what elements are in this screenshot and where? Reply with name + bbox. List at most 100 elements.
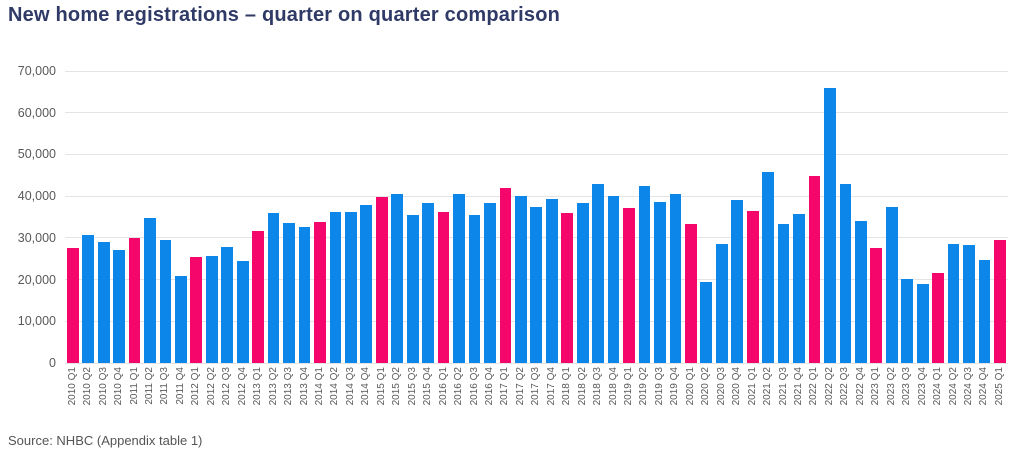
x-tick-label: 2015 Q4: [422, 367, 434, 406]
x-tick-slot: 2024 Q2: [946, 367, 961, 429]
x-tick-label: 2016 Q2: [453, 367, 465, 406]
bar-slot: [451, 71, 466, 363]
x-tick-label: 2022 Q1: [808, 367, 820, 406]
bar-slot: [482, 71, 497, 363]
x-tick-slot: 2021 Q2: [760, 367, 775, 429]
x-axis-tick-labels: 2010 Q1 2010 Q2 2010 Q3 2010 Q4 2011 Q1 2011 …: [65, 367, 1008, 429]
bar-2021-q1: [746, 211, 759, 363]
bar-slot: [652, 71, 667, 363]
bar-2022-q1: [808, 175, 821, 363]
chart-title: New home registrations – quarter on quar…: [8, 4, 561, 26]
x-tick-label: 2023 Q2: [885, 367, 897, 406]
bar-slot: [390, 71, 405, 363]
x-tick-label: 2017 Q3: [530, 367, 542, 406]
bar-slot: [498, 71, 513, 363]
x-tick-slot: 2021 Q4: [791, 367, 806, 429]
x-tick-slot: 2016 Q3: [467, 367, 482, 429]
bar-2017-q1: [499, 187, 512, 363]
y-tick-label: 40,000: [17, 189, 56, 204]
x-tick-label: 2016 Q4: [483, 367, 495, 406]
x-tick-label: 2017 Q1: [499, 367, 511, 406]
x-tick-slot: 2018 Q4: [606, 367, 621, 429]
x-tick-slot: 2019 Q1: [621, 367, 636, 429]
gridline: [65, 195, 1008, 197]
x-tick-label: 2018 Q1: [561, 367, 573, 406]
x-tick-slot: 2012 Q1: [189, 367, 204, 429]
bar-slot: [930, 71, 945, 363]
x-tick-slot: 2017 Q4: [544, 367, 559, 429]
bar-2020-q3: [715, 243, 728, 363]
x-tick-label: 2010 Q4: [113, 367, 125, 406]
bar-slot: [343, 71, 358, 363]
bar-slot: [142, 71, 157, 363]
bar-2022-q2: [824, 87, 836, 363]
bar-slot: [467, 71, 482, 363]
gridline: [65, 362, 1008, 364]
x-tick-slot: 2015 Q2: [390, 367, 405, 429]
x-tick-label: 2022 Q4: [854, 367, 866, 406]
x-tick-label: 2017 Q4: [545, 367, 557, 406]
bar-slot: [745, 71, 760, 363]
bar-2023-q3: [901, 278, 914, 363]
bar-series: [65, 71, 1008, 363]
x-tick-label: 2012 Q3: [221, 367, 233, 406]
x-tick-slot: 2015 Q4: [420, 367, 435, 429]
x-tick-slot: 2012 Q2: [204, 367, 219, 429]
bar-slot: [80, 71, 95, 363]
x-tick-label: 2019 Q4: [669, 367, 681, 406]
y-tick-label: 10,000: [17, 314, 56, 329]
bar-slot: [374, 71, 389, 363]
bar-2021-q4: [793, 214, 805, 363]
x-tick-slot: 2011 Q1: [127, 367, 142, 429]
x-tick-label: 2025 Q1: [993, 367, 1005, 406]
x-tick-label: 2011 Q1: [128, 367, 140, 405]
x-tick-label: 2020 Q1: [684, 367, 696, 406]
x-tick-label: 2011 Q2: [143, 367, 155, 405]
bar-slot: [436, 71, 451, 363]
x-tick-slot: 2010 Q1: [65, 367, 80, 429]
x-tick-slot: 2024 Q4: [977, 367, 992, 429]
bar-slot: [127, 71, 142, 363]
x-tick-label: 2011 Q3: [159, 367, 171, 405]
bar-2022-q3: [839, 183, 852, 363]
x-tick-slot: 2024 Q1: [930, 367, 945, 429]
bar-slot: [838, 71, 853, 363]
bar-2019-q4: [669, 193, 682, 363]
x-tick-slot: 2015 Q1: [374, 367, 389, 429]
bar-slot: [699, 71, 714, 363]
bar-2020-q1: [684, 224, 697, 363]
x-tick-slot: 2023 Q3: [899, 367, 914, 429]
bar-2022-q4: [854, 220, 867, 363]
bar-slot: [637, 71, 652, 363]
bar-slot: [714, 71, 729, 363]
x-tick-label: 2018 Q2: [576, 367, 588, 406]
x-tick-slot: 2014 Q4: [359, 367, 374, 429]
x-tick-slot: 2018 Q3: [590, 367, 605, 429]
bar-2016-q4: [484, 202, 496, 363]
x-tick-label: 2015 Q3: [406, 367, 418, 406]
x-tick-label: 2019 Q2: [638, 367, 650, 406]
x-tick-slot: 2010 Q4: [111, 367, 126, 429]
bar-2019-q2: [638, 185, 651, 363]
x-tick-slot: 2019 Q3: [652, 367, 667, 429]
x-tick-label: 2024 Q2: [947, 367, 959, 406]
y-tick-label: 60,000: [17, 105, 56, 120]
bar-2023-q4: [916, 283, 929, 363]
bar-slot: [359, 71, 374, 363]
bar-2012-q3: [221, 246, 234, 363]
x-tick-slot: 2011 Q3: [158, 367, 173, 429]
x-tick-label: 2016 Q3: [468, 367, 480, 406]
bar-slot: [220, 71, 235, 363]
bar-slot: [992, 71, 1007, 363]
bar-2024-q2: [947, 243, 960, 363]
y-tick-label: 30,000: [17, 230, 56, 245]
bar-2010-q1: [66, 248, 79, 363]
bar-slot: [204, 71, 219, 363]
bar-slot: [189, 71, 204, 363]
bar-2016-q3: [468, 215, 481, 363]
bar-2011-q2: [144, 218, 156, 363]
bar-2019-q3: [654, 202, 666, 363]
x-tick-slot: 2025 Q1: [992, 367, 1007, 429]
bar-slot: [235, 71, 250, 363]
